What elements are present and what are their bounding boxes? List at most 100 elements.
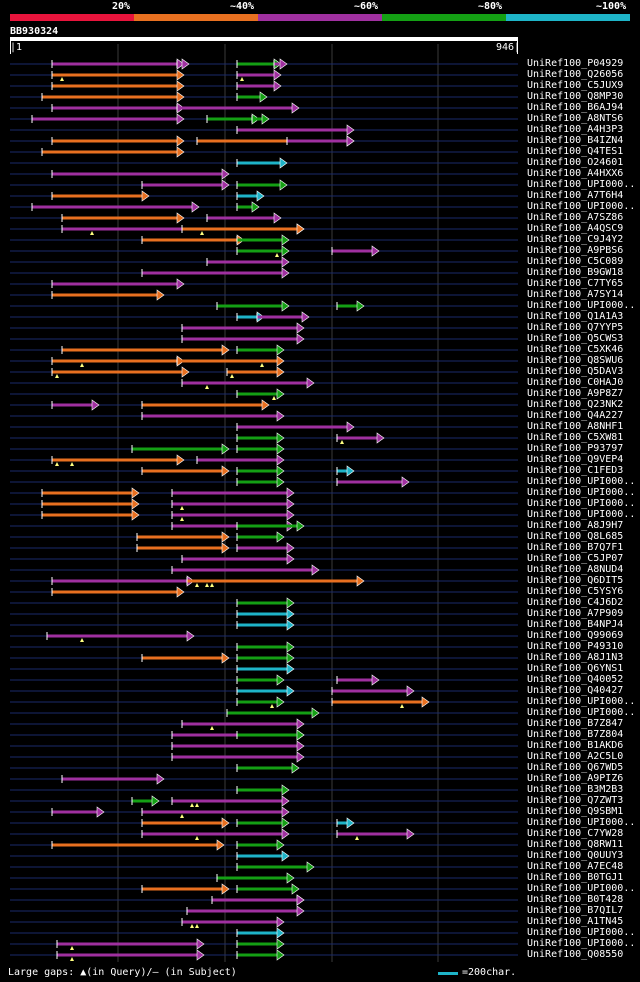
hit-label[interactable]: UniRef100_UPI000..	[527, 201, 636, 212]
hit-label[interactable]: UniRef100_B9GW18	[527, 267, 624, 278]
hit-label[interactable]: UniRef100_Q8L685	[527, 531, 624, 542]
hit-label[interactable]: UniRef100_Q8SWU6	[527, 355, 624, 366]
hit-label[interactable]: UniRef100_UPI000..	[527, 509, 636, 520]
hit-label[interactable]: UniRef100_B7QIL7	[527, 905, 624, 916]
hit-label[interactable]: UniRef100_B4NPJ4	[527, 619, 624, 630]
hit-label[interactable]: UniRef100_Q23NK2	[527, 399, 624, 410]
alignment-end-arrow	[346, 135, 355, 147]
hit-label[interactable]: UniRef100_Q6YNS1	[527, 663, 624, 674]
query-gap-marker	[230, 374, 234, 378]
hit-label[interactable]: UniRef100_Q5CWS3	[527, 333, 624, 344]
hit-label[interactable]: UniRef100_A7P909	[527, 608, 624, 619]
hit-label[interactable]: UniRef100_B3M2B3	[527, 784, 624, 795]
hit-label[interactable]: UniRef100_A8NHF1	[527, 421, 624, 432]
hit-label[interactable]: UniRef100_C5YSY6	[527, 586, 624, 597]
hit-label[interactable]: UniRef100_A8NUD4	[527, 564, 624, 575]
alignment-end-arrow	[276, 465, 285, 477]
hit-label[interactable]: UniRef100_Q7ZWT3	[527, 795, 624, 806]
hit-label[interactable]: UniRef100_B0TGJ1	[527, 872, 624, 883]
query-gap-marker	[200, 231, 204, 235]
legend-percent-label: ~100%	[596, 1, 627, 12]
hit-label[interactable]: UniRef100_UPI000..	[527, 817, 636, 828]
query-end-label: 946|	[496, 42, 521, 53]
hit-label[interactable]: UniRef100_Q0UUY3	[527, 850, 624, 861]
hit-label[interactable]: UniRef100_A7SY14	[527, 289, 624, 300]
hit-label[interactable]: UniRef100_C0HAJ0	[527, 377, 624, 388]
hit-label[interactable]: UniRef100_Q99069	[527, 630, 624, 641]
hit-label[interactable]: UniRef100_Q40052	[527, 674, 624, 685]
hit-label[interactable]: UniRef100_B4IZN4	[527, 135, 624, 146]
hit-label[interactable]: UniRef100_A7SZ86	[527, 212, 624, 223]
hit-label[interactable]: UniRef100_Q8MP30	[527, 91, 624, 102]
query-gap-marker	[90, 231, 94, 235]
hit-label[interactable]: UniRef100_B7Q7F1	[527, 542, 624, 553]
alignment-end-arrow	[176, 278, 185, 290]
alignment-end-arrow	[273, 80, 282, 92]
hit-label[interactable]: UniRef100_UPI000..	[527, 179, 636, 190]
hit-label[interactable]: UniRef100_B7Z847	[527, 718, 624, 729]
hit-label[interactable]: UniRef100_C5XK46	[527, 344, 624, 355]
hit-label[interactable]: UniRef100_C1FED3	[527, 465, 624, 476]
hit-label[interactable]: UniRef100_C5C089	[527, 256, 624, 267]
alignment-end-arrow	[276, 916, 285, 928]
hit-label[interactable]: UniRef100_Q40427	[527, 685, 624, 696]
alignment-end-arrow	[286, 597, 295, 609]
alignment-end-arrow	[286, 641, 295, 653]
hit-label[interactable]: UniRef100_O24601	[527, 157, 624, 168]
hit-label[interactable]: UniRef100_C7TY65	[527, 278, 624, 289]
hit-label[interactable]: UniRef100_Q1A1A3	[527, 311, 624, 322]
hit-label[interactable]: UniRef100_Q9VEP4	[527, 454, 624, 465]
hit-label[interactable]: UniRef100_A7EC48	[527, 861, 624, 872]
hit-label[interactable]: UniRef100_C5XW81	[527, 432, 624, 443]
hit-label[interactable]: UniRef100_Q6DIT5	[527, 575, 624, 586]
hit-label[interactable]: UniRef100_A2C5L0	[527, 751, 624, 762]
hit-label[interactable]: UniRef100_Q4TES1	[527, 146, 624, 157]
hit-label[interactable]: UniRef100_A9PIZ6	[527, 773, 624, 784]
hit-label[interactable]: UniRef100_UPI000..	[527, 300, 636, 311]
hit-label[interactable]: UniRef100_Q5DAV3	[527, 366, 624, 377]
hit-label[interactable]: UniRef100_Q9SBM1	[527, 806, 624, 817]
hit-label[interactable]: UniRef100_A8NTS6	[527, 113, 624, 124]
hit-label[interactable]: UniRef100_Q8RW11	[527, 839, 624, 850]
hit-label[interactable]: UniRef100_B0T428	[527, 894, 624, 905]
hit-label[interactable]: UniRef100_Q08550	[527, 949, 624, 960]
hit-label[interactable]: UniRef100_C5JUX9	[527, 80, 624, 91]
hit-label[interactable]: UniRef100_C5JP07	[527, 553, 624, 564]
hit-label[interactable]: UniRef100_Q67WD5	[527, 762, 624, 773]
hit-label[interactable]: UniRef100_A4QSC9	[527, 223, 624, 234]
hit-label[interactable]: UniRef100_A1TN45	[527, 916, 624, 927]
hit-label[interactable]: UniRef100_B1AKD6	[527, 740, 624, 751]
hit-label[interactable]: UniRef100_UPI000..	[527, 476, 636, 487]
hit-label[interactable]: UniRef100_UPI000..	[527, 498, 636, 509]
query-start-tick	[10, 41, 11, 54]
hit-label[interactable]: UniRef100_Q26056	[527, 69, 624, 80]
alignment-end-arrow	[286, 509, 295, 521]
hit-label[interactable]: UniRef100_B7Z804	[527, 729, 624, 740]
hit-label[interactable]: UniRef100_A9PBS6	[527, 245, 624, 256]
hit-label[interactable]: UniRef100_A8J1N3	[527, 652, 624, 663]
hit-label[interactable]: UniRef100_UPI000..	[527, 927, 636, 938]
alignment-end-arrow	[259, 91, 268, 103]
hit-label[interactable]: UniRef100_P49310	[527, 641, 624, 652]
hit-label[interactable]: UniRef100_Q7YYP5	[527, 322, 624, 333]
hit-label[interactable]: UniRef100_A4H3P3	[527, 124, 624, 135]
hit-label[interactable]: UniRef100_P04929	[527, 58, 624, 69]
hit-label[interactable]: UniRef100_C9J4Y2	[527, 234, 624, 245]
hit-label[interactable]: UniRef100_B6AJ94	[527, 102, 624, 113]
hit-label[interactable]: UniRef100_A9P8Z7	[527, 388, 624, 399]
hit-label[interactable]: UniRef100_A8J9H7	[527, 520, 624, 531]
query-gap-marker	[195, 583, 199, 587]
hit-label[interactable]: UniRef100_UPI000..	[527, 487, 636, 498]
hit-label[interactable]: UniRef100_A4HXX6	[527, 168, 624, 179]
hit-label[interactable]: UniRef100_A7T6H4	[527, 190, 624, 201]
hit-label[interactable]: UniRef100_C7YW28	[527, 828, 624, 839]
hit-label[interactable]: UniRef100_UPI000..	[527, 707, 636, 718]
hit-label[interactable]: UniRef100_C4J6D2	[527, 597, 624, 608]
hit-label[interactable]: UniRef100_UPI000..	[527, 696, 636, 707]
hit-label[interactable]: UniRef100_P93797	[527, 443, 624, 454]
hit-label[interactable]: UniRef100_Q4A227	[527, 410, 624, 421]
hit-label[interactable]: UniRef100_UPI000..	[527, 938, 636, 949]
alignment-end-arrow	[176, 146, 185, 158]
legend-percent-label: ~60%	[354, 1, 379, 12]
hit-label[interactable]: UniRef100_UPI000..	[527, 883, 636, 894]
